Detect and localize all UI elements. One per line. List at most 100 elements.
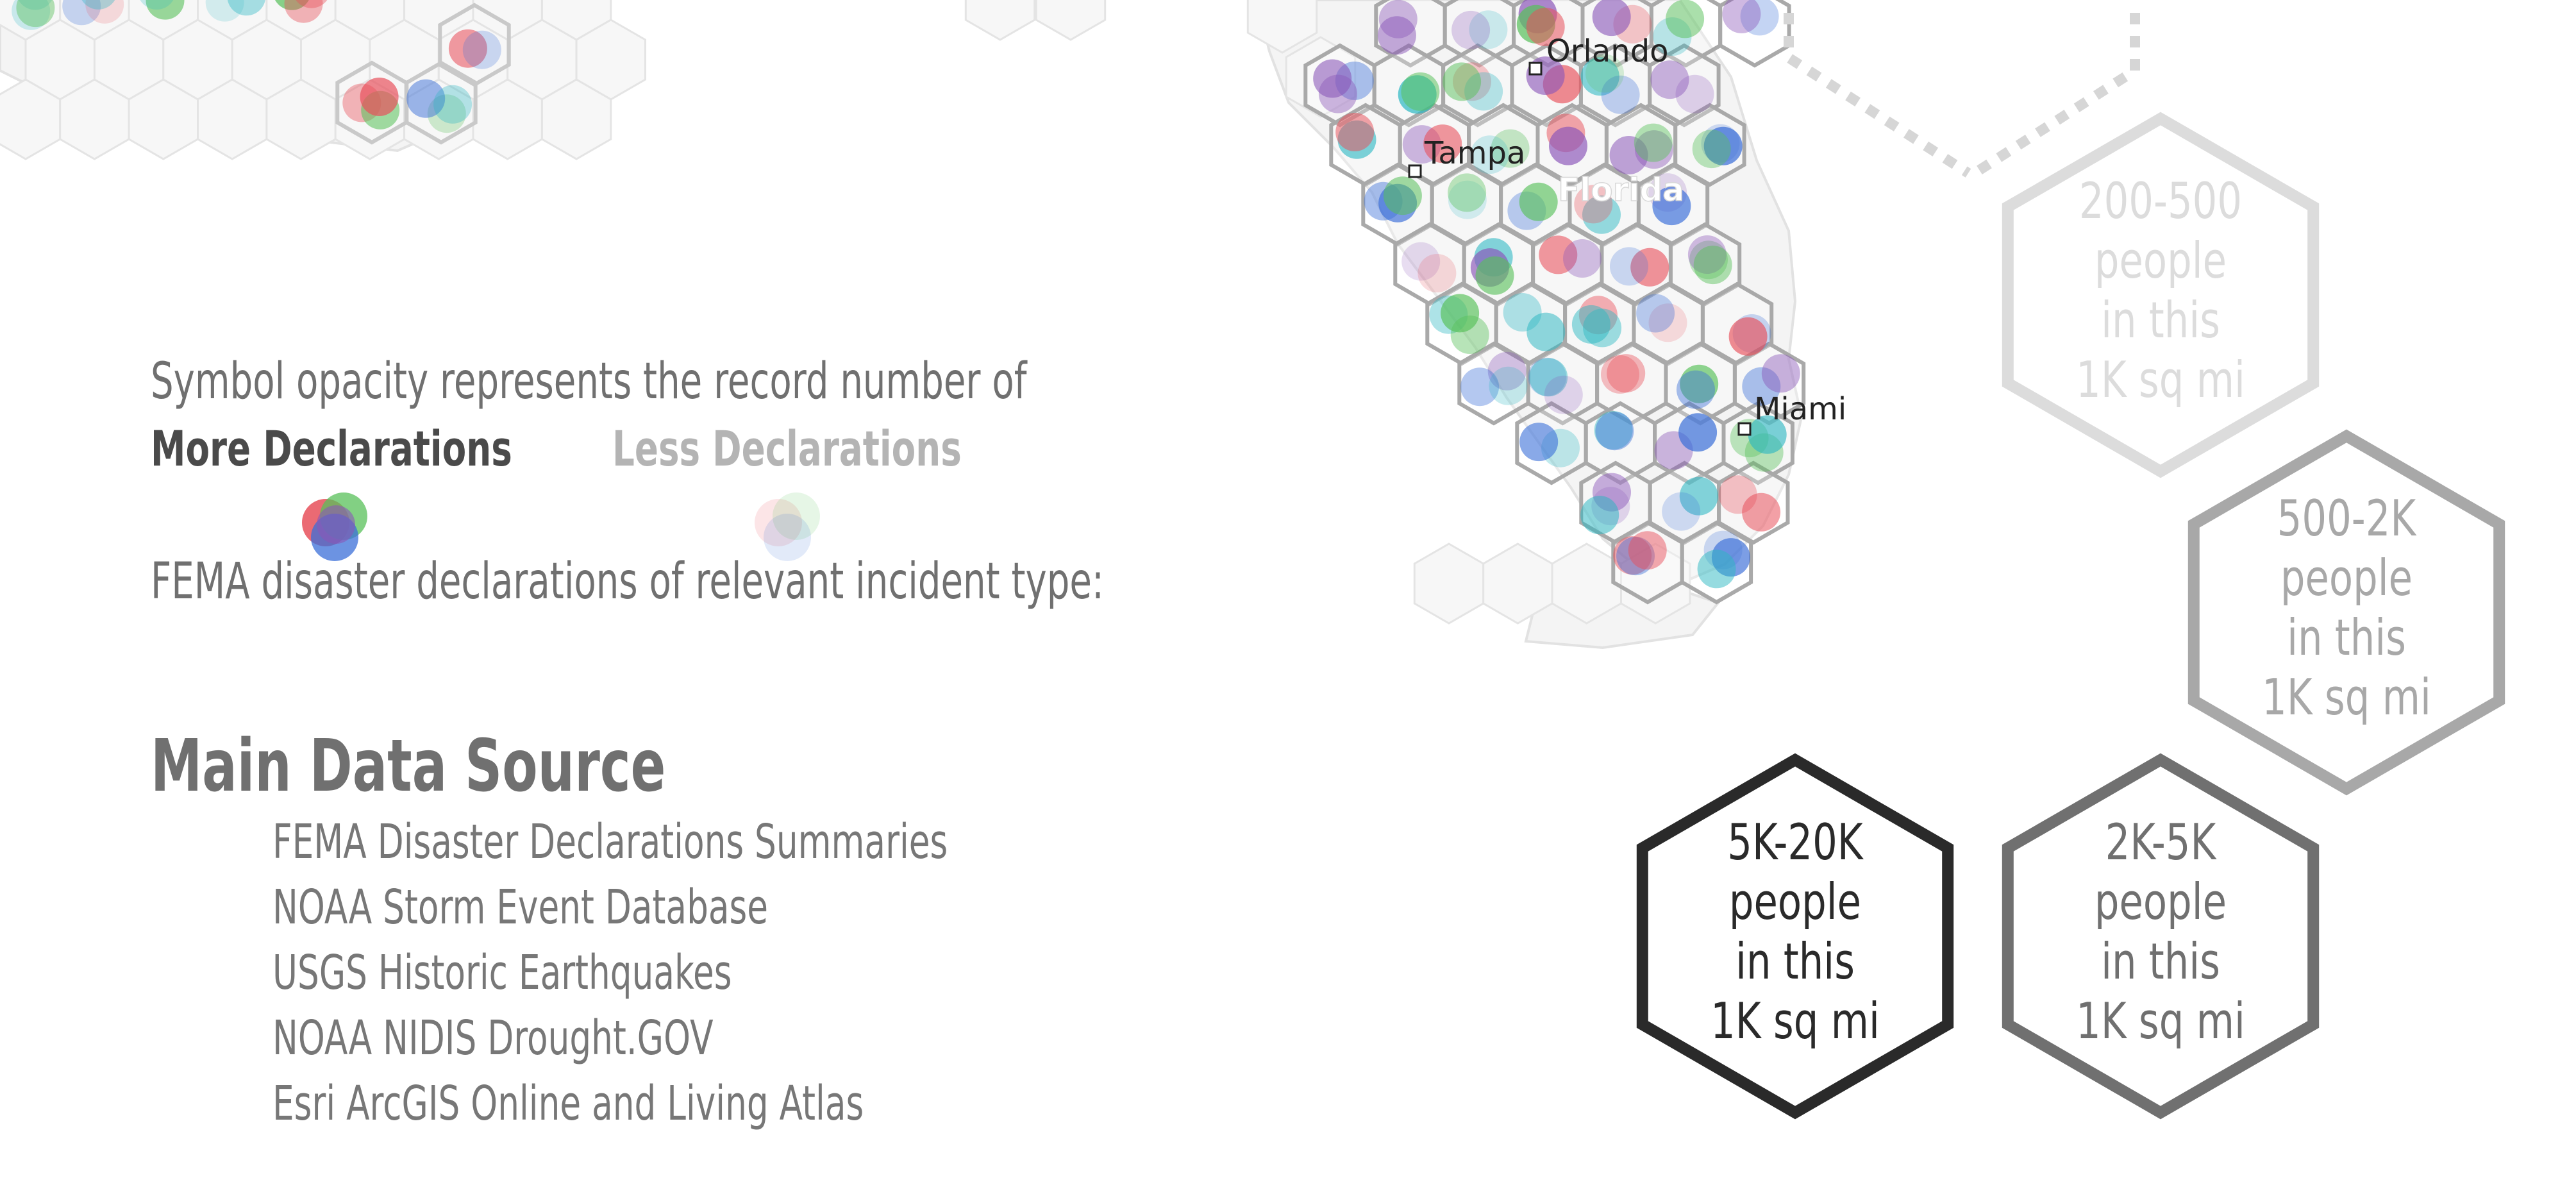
- disaster-symbol: [1594, 411, 1633, 450]
- disaster-symbol: [274, 0, 309, 10]
- disaster-symbol: [205, 0, 244, 22]
- more-declarations-label: More Declarations: [151, 420, 512, 477]
- disaster-symbol: [1418, 254, 1457, 292]
- disaster-symbol: [1748, 415, 1787, 454]
- opacity-explanation-line-2: FEMA disaster declarations of relevant i…: [151, 553, 1104, 610]
- disaster-symbol: [1592, 0, 1631, 37]
- disaster-symbol: [1580, 496, 1619, 535]
- disaster-symbol: [1650, 60, 1689, 99]
- disaster-symbol: [1634, 130, 1673, 169]
- disaster-symbols: [12, 0, 1800, 589]
- disaster-symbol: [1648, 303, 1687, 342]
- data-source-list: FEMA Disaster Declarations Summaries NOA…: [272, 809, 1210, 1136]
- disaster-symbol: [1377, 16, 1416, 55]
- disaster-symbol: [1728, 317, 1768, 356]
- population-bin-text: 200-500: [2079, 172, 2242, 230]
- disaster-symbol: [1616, 537, 1655, 576]
- population-bin-text: people: [2095, 873, 2227, 931]
- hex-cell: [1246, 0, 1318, 54]
- population-bin-text: 2K-5K: [2105, 814, 2218, 871]
- disaster-symbol: [1544, 375, 1583, 414]
- population-bin-text: in this: [1735, 933, 1855, 991]
- hex-cell: [964, 0, 1036, 41]
- hex-cell: [1718, 0, 1791, 68]
- less-symbol-green: [773, 492, 820, 540]
- population-bin-text: 1K sq mi: [2076, 351, 2245, 409]
- disaster-symbol: [1636, 294, 1675, 333]
- disaster-symbol: [81, 0, 115, 10]
- disaster-symbol: [1609, 136, 1648, 174]
- disaster-symbol: [1652, 187, 1691, 226]
- population-bin-text: people: [2280, 550, 2413, 607]
- disaster-symbol: [1666, 0, 1705, 38]
- disaster-symbol: [1697, 550, 1736, 589]
- hex-cell: [1620, 543, 1691, 625]
- disaster-symbol: [1549, 126, 1587, 165]
- disaster-symbol: [1460, 367, 1500, 407]
- population-bin-text: in this: [2101, 292, 2220, 349]
- disaster-symbol: [1613, 536, 1652, 575]
- population-bin-text: 1K sq mi: [1710, 993, 1880, 1050]
- less-declarations-symbol: [755, 492, 820, 561]
- disaster-symbol: [1680, 364, 1719, 403]
- disaster-symbol: [1383, 176, 1422, 215]
- disaster-symbol: [448, 29, 487, 68]
- disaster-symbol: [1742, 492, 1781, 532]
- disaster-symbol: [433, 85, 473, 124]
- miami-marker[interactable]: [1737, 422, 1752, 436]
- disaster-symbol: [1313, 59, 1352, 98]
- disaster-symbol: [1703, 126, 1743, 165]
- less-declarations-label: Less Declarations: [612, 420, 962, 477]
- hex-cell: [1648, 43, 1721, 128]
- disaster-symbol: [1662, 492, 1701, 531]
- disaster-symbol: [1487, 351, 1526, 391]
- disaster-symbol: [16, 0, 55, 28]
- state-label-florida: Florida: [1558, 171, 1684, 208]
- opacity-explanation-line-1: Symbol opacity represents the record num…: [151, 353, 1027, 410]
- population-bin-text: 1K sq mi: [2076, 993, 2245, 1050]
- disaster-symbol: [1423, 124, 1462, 164]
- data-source-item: Esri ArcGIS Online and Living Atlas: [272, 1076, 864, 1131]
- disaster-symbol: [1451, 10, 1491, 49]
- disaster-symbol: [462, 30, 501, 69]
- orlando-marker[interactable]: [1528, 62, 1543, 76]
- hex-cell: [1035, 0, 1107, 41]
- disaster-symbol: [360, 78, 399, 116]
- disaster-symbol: [1470, 135, 1509, 174]
- tampa-marker[interactable]: [1408, 164, 1422, 178]
- disaster-symbol: [1740, 0, 1779, 36]
- disaster-symbol: [146, 0, 185, 20]
- city-markers: Orlando Tampa Miami Florida: [1408, 33, 1846, 436]
- disaster-symbol: [1628, 531, 1667, 570]
- disaster-symbol: [1401, 72, 1440, 111]
- disaster-symbol: [1574, 185, 1613, 224]
- population-bin-text: in this: [2101, 933, 2220, 991]
- disaster-symbol: [284, 0, 323, 23]
- population-bin-text: 500-2K: [2277, 490, 2418, 548]
- disaster-symbol: [1448, 173, 1487, 212]
- disaster-symbol: [1679, 476, 1718, 516]
- disaster-symbol: [1675, 74, 1714, 114]
- disaster-symbol: [1491, 129, 1530, 168]
- population-bin-outline: [1636, 753, 1954, 1120]
- disaster-symbol: [1526, 8, 1565, 46]
- disaster-symbol: [1601, 355, 1639, 394]
- disaster-symbol: [1610, 247, 1648, 286]
- disaster-symbol: [1634, 123, 1673, 162]
- disaster-symbol: [1687, 235, 1727, 274]
- disaster-symbol: [1582, 195, 1621, 234]
- data-source-item: NOAA NIDIS Drought.GOV: [272, 1011, 714, 1066]
- hex-cell: [1413, 543, 1485, 625]
- connector-left: [1784, 13, 1971, 178]
- legend-connector-dots: [1784, 13, 2140, 178]
- population-bin-text: people: [2095, 232, 2227, 290]
- population-bin-text: 5K-20K: [1727, 814, 1864, 871]
- disaster-symbol: [1335, 113, 1375, 151]
- disaster-symbol: [1563, 239, 1602, 278]
- hex-cell: [438, 3, 511, 87]
- miami-label: Miami: [1754, 391, 1846, 427]
- less-symbol-blue: [764, 514, 811, 561]
